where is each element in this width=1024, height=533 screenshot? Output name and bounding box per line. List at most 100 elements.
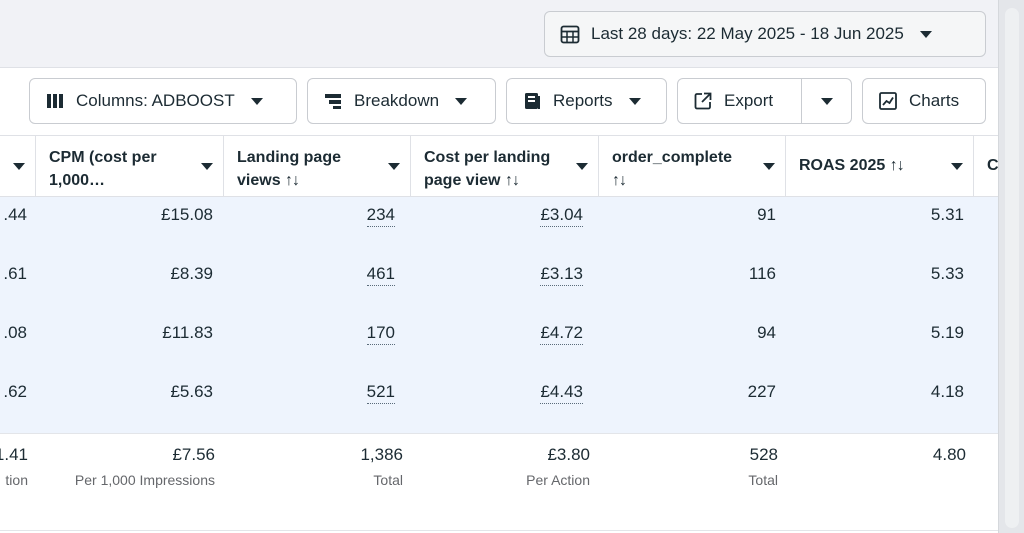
cell-partial: .62: [3, 382, 27, 401]
column-header-label: Landing page: [237, 149, 341, 166]
total-partial: 1.41 tion: [0, 444, 28, 491]
top-bar: Last 28 days: 22 May 2025 - 18 Jun 2025: [0, 0, 1004, 68]
column-header-landing-page-views[interactable]: Landing page views ↑↓: [224, 136, 411, 196]
breakdown-button[interactable]: Breakdown: [307, 78, 496, 124]
cell-order-complete: 116: [748, 264, 776, 283]
total-caption: Per Action: [526, 472, 590, 488]
total-value: 1,386: [360, 445, 403, 464]
ads-table-panel: Columns: ADBOOST Breakdown Reports: [0, 68, 999, 533]
chevron-down-icon: [455, 97, 468, 105]
column-header-label: views: [237, 172, 281, 189]
chevron-down-icon: [820, 97, 833, 105]
cell-cpm: £5.63: [170, 382, 213, 401]
cell-cpm: £11.83: [162, 323, 213, 342]
total-value: 528: [749, 445, 778, 464]
cell-landing-page-views[interactable]: 234: [366, 205, 395, 227]
scrollbar-thumb[interactable]: [1005, 8, 1019, 528]
total-caption: Total: [748, 472, 778, 488]
cell-cpm: £15.08: [161, 205, 213, 224]
export-split-button: Export: [677, 78, 852, 124]
chart-icon: [879, 92, 897, 110]
column-header-label: ROAS 2025: [799, 157, 886, 174]
cell-order-complete: 94: [757, 323, 776, 342]
column-header-label: C: [987, 157, 999, 174]
total-caption: tion: [5, 472, 28, 488]
cell-roas: 5.19: [930, 323, 964, 342]
total-roas: 4.80: [933, 444, 966, 469]
cell-landing-page-views[interactable]: 170: [366, 323, 395, 345]
breakdown-icon: [325, 94, 341, 109]
column-header-label: 1,000…: [49, 172, 106, 189]
reports-icon: [525, 93, 540, 109]
total-cost-per-landing-page-view: £3.80 Per Action: [526, 444, 590, 491]
sort-icon[interactable]: ↑↓: [285, 172, 300, 189]
cell-landing-page-views[interactable]: 461: [366, 264, 395, 286]
chevron-down-icon: [576, 163, 588, 170]
table-row[interactable]: .08 £11.83 170 £4.72 94 5.19: [0, 315, 998, 374]
vertical-scrollbar[interactable]: [998, 0, 1024, 533]
breakdown-button-label: Breakdown: [354, 91, 440, 110]
charts-button[interactable]: Charts: [862, 78, 986, 124]
total-value: £3.80: [547, 445, 590, 464]
chevron-down-icon: [388, 163, 400, 170]
column-header-cpm[interactable]: CPM (cost per 1,000…: [36, 136, 224, 196]
column-header-roas-2025[interactable]: ROAS 2025 ↑↓: [786, 136, 974, 196]
column-header-label: page view: [424, 172, 501, 189]
table-totals-row: 1.41 tion £7.56 Per 1,000 Impressions 1,…: [0, 433, 998, 533]
cell-order-complete: 227: [747, 382, 776, 401]
chevron-down-icon: [951, 163, 963, 170]
export-icon: [694, 92, 712, 110]
export-dropdown-button[interactable]: [802, 79, 851, 123]
chevron-down-icon: [628, 97, 641, 105]
sort-icon[interactable]: ↑↓: [504, 172, 520, 189]
columns-button[interactable]: Columns: ADBOOST: [29, 78, 297, 124]
total-order-complete: 528 Total: [748, 444, 778, 491]
column-header-label: order_complete: [612, 149, 733, 166]
reports-button-label: Reports: [553, 91, 613, 110]
divider: [0, 530, 998, 531]
cell-landing-page-views[interactable]: 521: [366, 382, 395, 404]
chevron-down-icon: [919, 30, 932, 38]
cell-roas: 5.31: [930, 205, 964, 224]
cell-roas: 4.18: [930, 382, 964, 401]
cell-partial: .61: [3, 264, 27, 283]
chevron-down-icon: [763, 163, 775, 170]
total-value: 1.41: [0, 445, 28, 464]
total-cpm: £7.56 Per 1,000 Impressions: [75, 444, 215, 491]
chevron-down-icon: [13, 163, 25, 170]
cell-partial: .44: [3, 205, 27, 224]
chevron-down-icon: [250, 97, 263, 105]
cell-cost-per-landing-page-view[interactable]: £3.13: [540, 264, 583, 286]
total-caption: Per 1,000 Impressions: [74, 472, 215, 488]
total-caption: Total: [373, 472, 403, 488]
sort-icon[interactable]: ↑↓: [612, 172, 627, 189]
total-value: 4.80: [932, 445, 966, 464]
reports-button[interactable]: Reports: [506, 78, 667, 124]
column-header-label: Cost per landing: [424, 149, 551, 166]
column-header-order-complete[interactable]: order_complete ↑↓: [599, 136, 786, 196]
total-landing-page-views: 1,386 Total: [360, 444, 403, 491]
cell-partial: .08: [3, 323, 27, 342]
table-row[interactable]: .61 £8.39 461 £3.13 116 5.33: [0, 256, 998, 315]
table-body: .44 £15.08 234 £3.04 91 5.31 .61 £8.39 4…: [0, 197, 998, 433]
column-header-cost-per-landing-page-view[interactable]: Cost per landing page view ↑↓: [411, 136, 599, 196]
column-header-next[interactable]: C: [974, 136, 1004, 196]
table-row[interactable]: .62 £5.63 521 £4.43 227 4.18: [0, 374, 998, 433]
columns-button-label: Columns: ADBOOST: [76, 91, 235, 110]
charts-button-label: Charts: [909, 91, 960, 110]
cell-cost-per-landing-page-view[interactable]: £4.72: [540, 323, 583, 345]
total-value: £7.56: [172, 445, 215, 464]
chevron-down-icon: [201, 163, 213, 170]
cell-cost-per-landing-page-view[interactable]: £3.04: [540, 205, 583, 227]
table-row[interactable]: .44 £15.08 234 £3.04 91 5.31: [0, 197, 998, 256]
column-header-partial[interactable]: [0, 136, 36, 196]
cell-cost-per-landing-page-view[interactable]: £4.43: [540, 382, 583, 404]
cell-cpm: £8.39: [170, 264, 213, 283]
calendar-icon: [560, 25, 580, 44]
sort-icon[interactable]: ↑↓: [889, 157, 905, 174]
table-header-row: CPM (cost per 1,000… Landing page views …: [0, 135, 999, 197]
export-button[interactable]: Export: [678, 79, 802, 123]
date-range-picker[interactable]: Last 28 days: 22 May 2025 - 18 Jun 2025: [544, 11, 986, 57]
date-range-label: Last 28 days: 22 May 2025 - 18 Jun 2025: [591, 24, 904, 43]
columns-icon: [47, 94, 63, 108]
